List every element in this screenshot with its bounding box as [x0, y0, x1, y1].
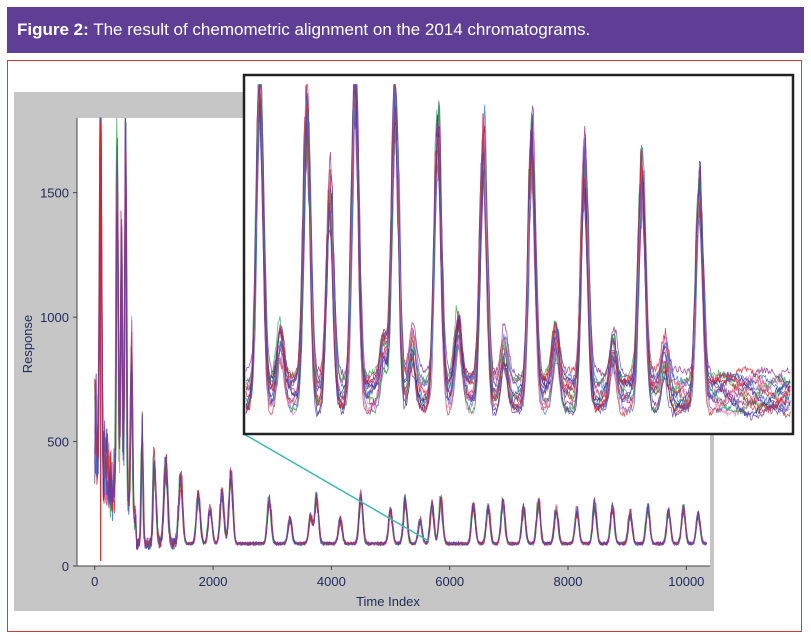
chromatogram-trace [94, 117, 707, 550]
figure-caption: Figure 2: The result of chemometric alig… [17, 20, 590, 40]
y-tick-label: 0 [62, 559, 69, 574]
x-tick-label: 10000 [668, 574, 704, 589]
figure-caption-text: The result of chemometric alignment on t… [88, 20, 591, 39]
inset-trace [245, 84, 791, 407]
y-tick-label: 1500 [40, 186, 69, 201]
figure-caption-bar: Figure 2: The result of chemometric alig… [7, 7, 804, 53]
zoom-connector-line [243, 433, 430, 542]
x-tick-label: 0 [91, 574, 98, 589]
zoom-inset [242, 73, 795, 436]
y-tick-label: 500 [47, 435, 69, 450]
x-tick-label: 2000 [199, 574, 228, 589]
y-tick-label: 1000 [40, 310, 69, 325]
y-axis-label: Response [20, 315, 35, 374]
x-tick-label: 6000 [435, 574, 464, 589]
x-axis-label: Time Index [356, 594, 420, 609]
inset-trace [245, 84, 791, 421]
x-tick-label: 8000 [554, 574, 583, 589]
x-tick-label: 4000 [317, 574, 346, 589]
figure-frame [7, 60, 802, 632]
figure-caption-label: Figure 2: [17, 20, 89, 39]
axes: 0 500 1000 1500 0 2000 4000 6000 8000 10000 [40, 118, 710, 589]
